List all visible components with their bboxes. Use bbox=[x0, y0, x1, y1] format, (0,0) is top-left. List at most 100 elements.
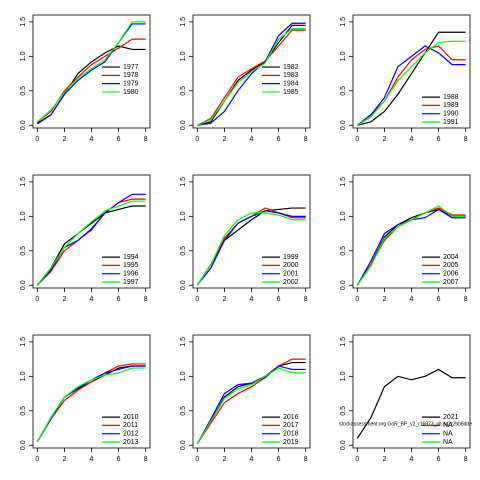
series-line bbox=[197, 28, 306, 126]
legend-label: 2004 bbox=[443, 254, 459, 261]
legend-label: 2006 bbox=[443, 271, 459, 278]
y-tick-label: 0.0 bbox=[180, 440, 187, 450]
legend-label: 1994 bbox=[123, 254, 139, 261]
legend-label: 1978 bbox=[123, 72, 139, 79]
legend-label: 1988 bbox=[443, 94, 459, 101]
legend-label: 1979 bbox=[123, 80, 139, 87]
y-tick-label: 1.5 bbox=[180, 177, 187, 187]
legend-label: 2011 bbox=[123, 422, 138, 429]
legend-label: 1990 bbox=[443, 111, 459, 118]
legend-label: 2012 bbox=[123, 431, 139, 438]
y-tick-label: 0.0 bbox=[20, 440, 27, 450]
series-line bbox=[356, 205, 466, 286]
x-tick-label: 0 bbox=[195, 456, 199, 463]
y-tick-label: 1.5 bbox=[180, 17, 187, 27]
series-line bbox=[197, 24, 306, 126]
y-tick-label: 0.0 bbox=[20, 120, 27, 130]
legend-label: 2016 bbox=[283, 414, 299, 421]
x-tick-label: 2 bbox=[222, 296, 226, 303]
legend-label: 1991 bbox=[443, 119, 459, 126]
y-tick-label: 1.5 bbox=[20, 17, 27, 27]
y-tick-label: 1.0 bbox=[20, 211, 27, 221]
series-line bbox=[356, 45, 466, 126]
y-tick-label: 0.0 bbox=[180, 120, 187, 130]
legend-label: 1989 bbox=[443, 102, 459, 109]
legend-label: 1997 bbox=[123, 279, 139, 286]
x-tick-label: 6 bbox=[437, 456, 441, 463]
x-tick-label: 2 bbox=[62, 296, 66, 303]
y-tick-label: 0.5 bbox=[20, 246, 27, 256]
legend-label: 2007 bbox=[443, 279, 459, 286]
x-tick-label: 6 bbox=[437, 296, 441, 303]
series-line bbox=[36, 367, 146, 443]
x-tick-label: 8 bbox=[144, 136, 148, 143]
x-tick-label: 4 bbox=[250, 296, 254, 303]
legend-label: NA bbox=[443, 422, 453, 429]
x-tick-label: 6 bbox=[277, 456, 281, 463]
y-tick-label: 1.0 bbox=[20, 371, 27, 381]
x-tick-label: 4 bbox=[410, 136, 414, 143]
series-line bbox=[197, 22, 306, 126]
series-line bbox=[196, 358, 306, 445]
x-tick-label: 0 bbox=[195, 296, 199, 303]
y-tick-label: 1.0 bbox=[180, 211, 187, 221]
x-tick-label: 0 bbox=[35, 456, 39, 463]
x-tick-label: 0 bbox=[355, 136, 359, 143]
series-line bbox=[36, 200, 146, 286]
x-tick-label: 0 bbox=[35, 296, 39, 303]
y-tick-label: 0.5 bbox=[340, 86, 347, 96]
y-tick-label: 1.5 bbox=[340, 177, 347, 187]
series-line bbox=[196, 210, 306, 286]
series-line bbox=[356, 45, 466, 126]
x-tick-label: 4 bbox=[90, 456, 94, 463]
y-tick-label: 1.5 bbox=[340, 337, 347, 347]
series-line bbox=[36, 205, 146, 286]
legend-label: NA bbox=[443, 439, 453, 446]
series-line bbox=[37, 23, 146, 125]
series-line bbox=[196, 367, 306, 445]
x-tick-label: 8 bbox=[464, 136, 468, 143]
y-tick-label: 1.0 bbox=[180, 371, 187, 381]
x-tick-label: 8 bbox=[464, 296, 468, 303]
x-tick-label: 8 bbox=[464, 456, 468, 463]
x-tick-label: 4 bbox=[250, 136, 254, 143]
legend-label: 1999 bbox=[283, 254, 299, 261]
y-tick-label: 0.0 bbox=[340, 440, 347, 450]
y-tick-label: 0.0 bbox=[340, 280, 347, 290]
x-tick-label: 0 bbox=[195, 136, 199, 143]
x-tick-label: 0 bbox=[355, 296, 359, 303]
x-tick-label: 6 bbox=[117, 296, 121, 303]
y-tick-label: 0.0 bbox=[180, 280, 187, 290]
legend-label: 2010 bbox=[123, 414, 139, 421]
series-line bbox=[36, 363, 146, 443]
legend-label: 1983 bbox=[283, 72, 299, 79]
y-tick-label: 0.5 bbox=[340, 406, 347, 416]
y-tick-label: 0.5 bbox=[180, 406, 187, 416]
legend-label: 2001 bbox=[283, 271, 299, 278]
x-tick-label: 8 bbox=[304, 296, 308, 303]
x-tick-label: 6 bbox=[117, 456, 121, 463]
legend-label: 2002 bbox=[283, 279, 299, 286]
x-tick-label: 2 bbox=[222, 136, 226, 143]
legend-label: 2018 bbox=[283, 431, 299, 438]
legend-label: 2013 bbox=[123, 439, 139, 446]
x-tick-label: 6 bbox=[437, 136, 441, 143]
legend-label: 2000 bbox=[283, 262, 299, 269]
legend-label: 1977 bbox=[123, 64, 139, 71]
x-tick-label: 0 bbox=[355, 456, 359, 463]
series-line bbox=[36, 193, 146, 286]
x-tick-label: 4 bbox=[410, 456, 414, 463]
series-line bbox=[356, 368, 466, 439]
x-tick-label: 4 bbox=[90, 136, 94, 143]
x-tick-label: 2 bbox=[382, 456, 386, 463]
series-line bbox=[357, 40, 466, 126]
x-tick-label: 2 bbox=[382, 296, 386, 303]
x-tick-label: 8 bbox=[304, 136, 308, 143]
x-tick-label: 4 bbox=[90, 296, 94, 303]
legend-label: 2005 bbox=[443, 262, 459, 269]
series-line bbox=[197, 29, 306, 126]
annotation: stockassessment.org GoR_BP_v2_r16973_plt… bbox=[339, 421, 472, 427]
x-tick-label: 4 bbox=[410, 296, 414, 303]
x-tick-label: 8 bbox=[304, 456, 308, 463]
